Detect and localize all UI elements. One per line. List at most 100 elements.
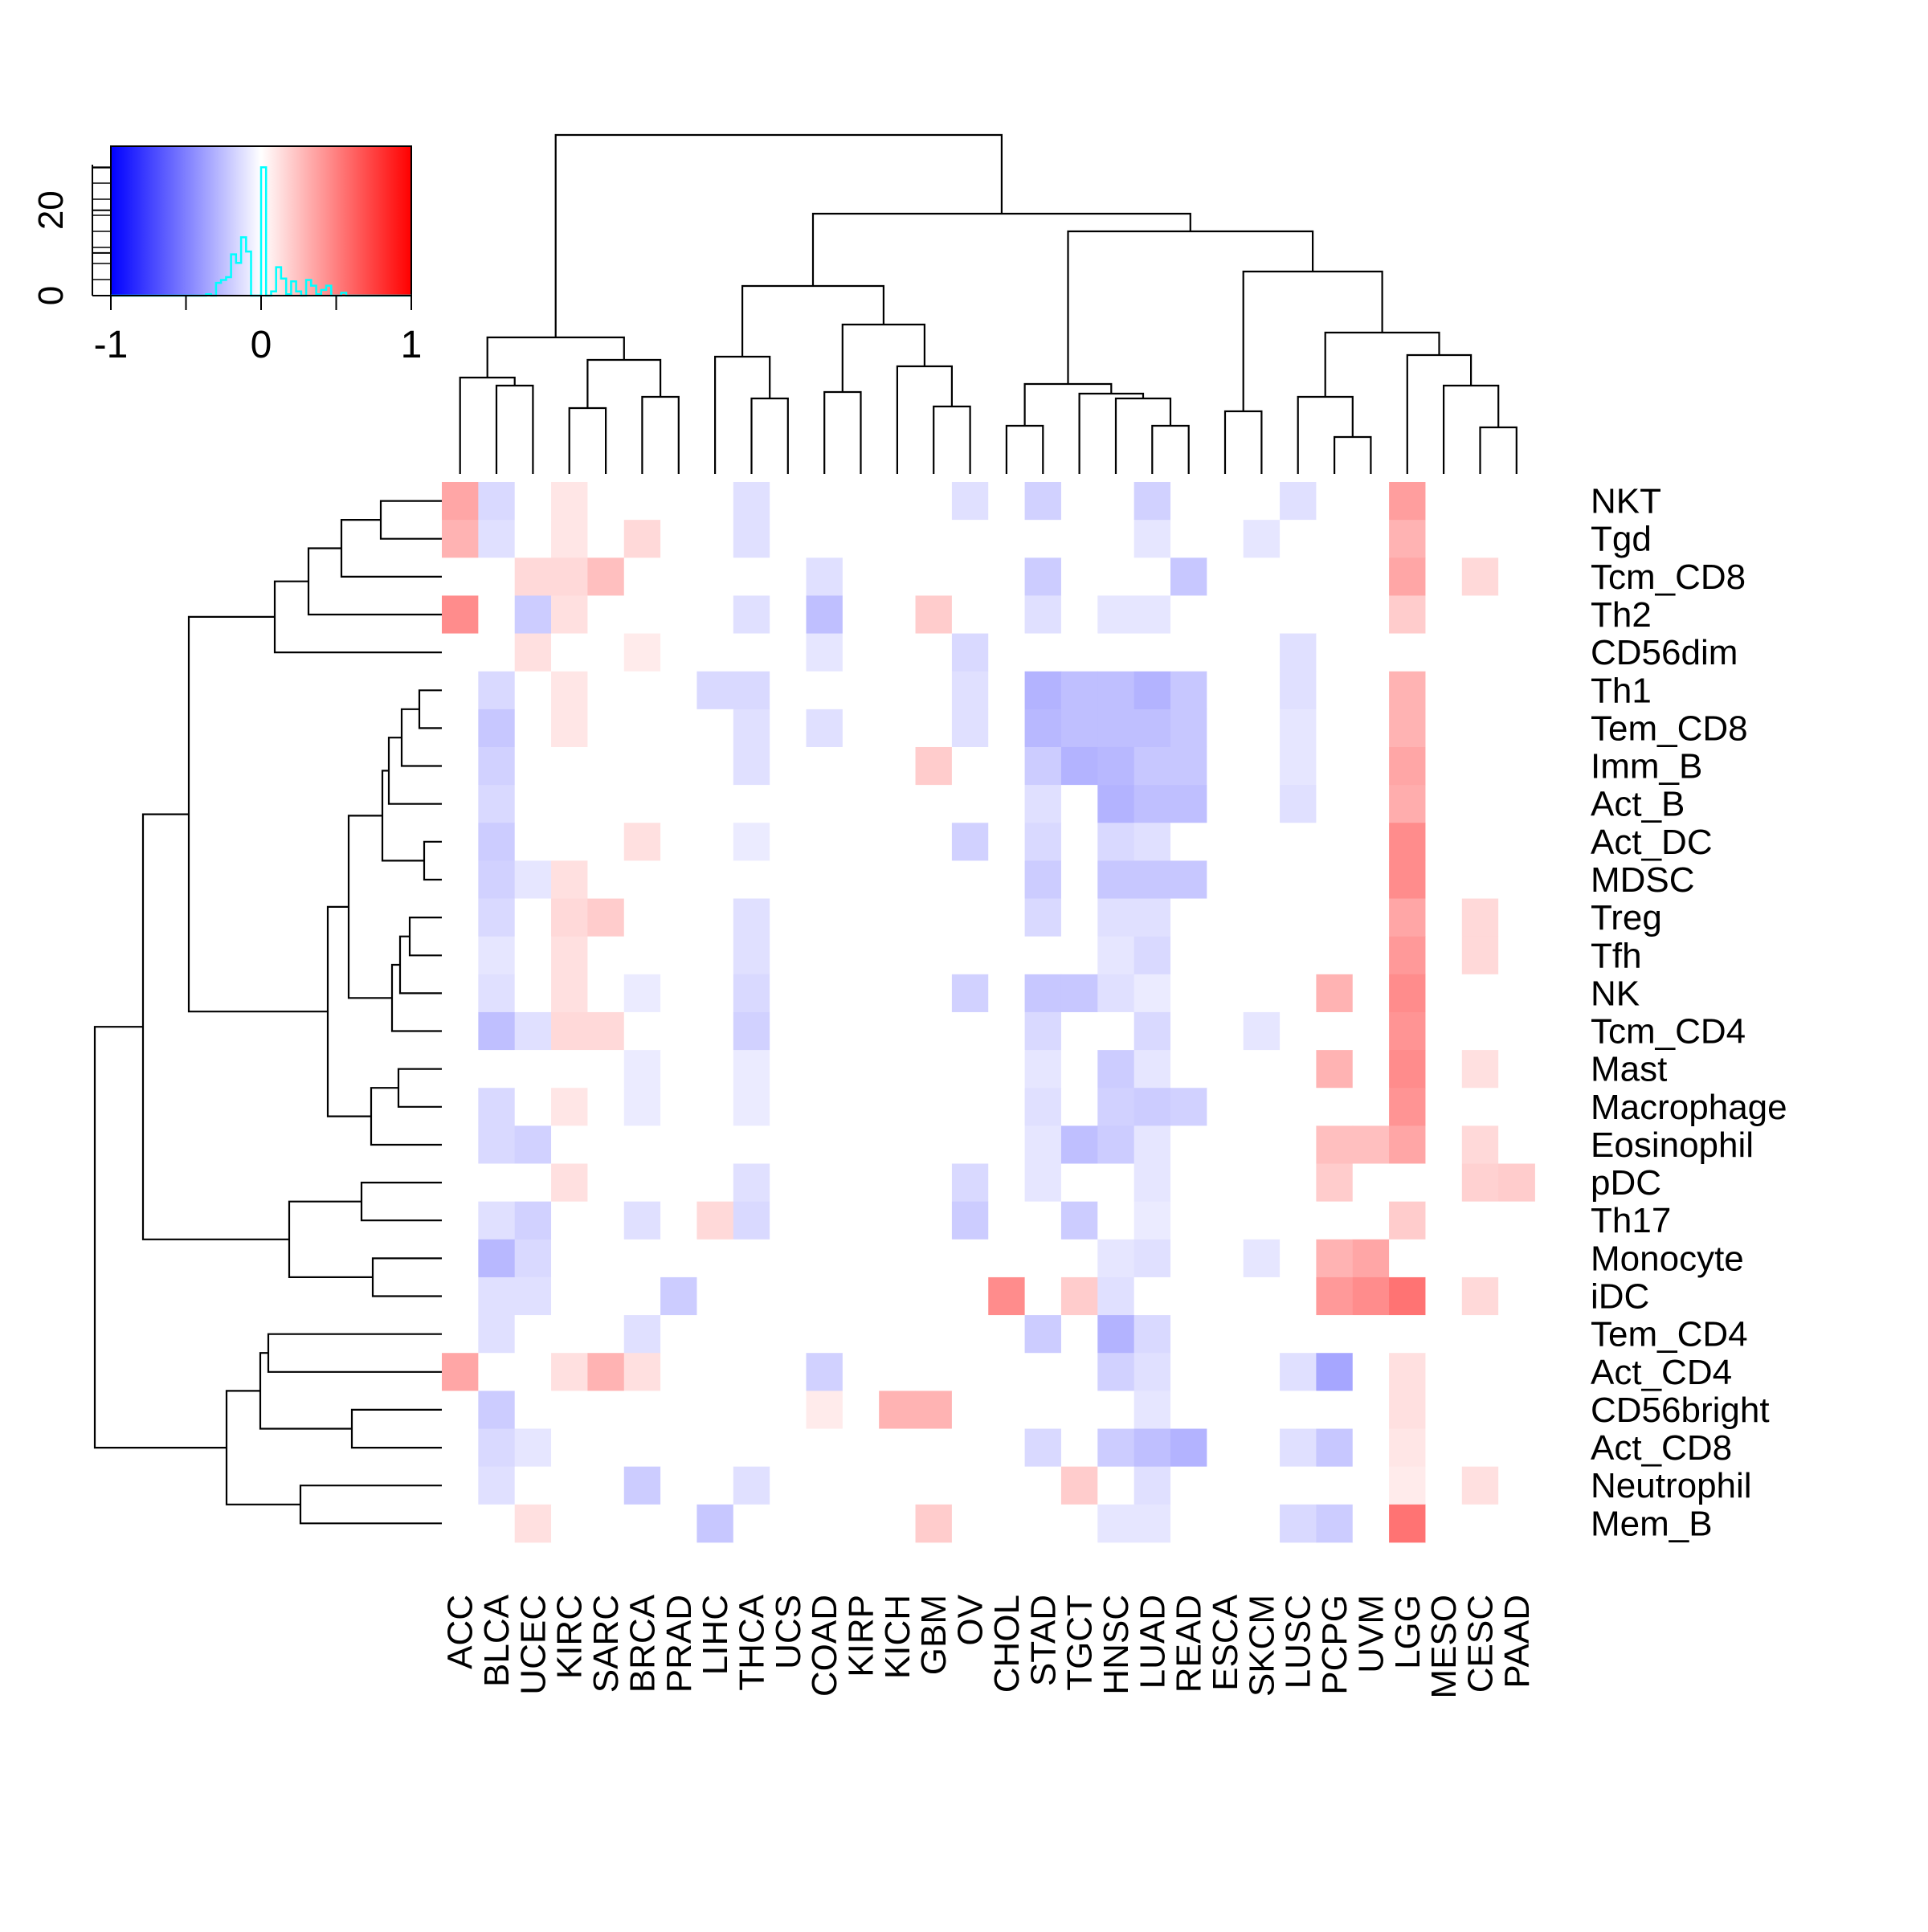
heatmap-cell xyxy=(770,1391,807,1429)
dendrogram-branch xyxy=(586,358,662,408)
heatmap-cell xyxy=(770,1276,807,1316)
heatmap-cell xyxy=(1461,785,1499,823)
heatmap-cell xyxy=(660,974,697,1013)
heatmap-cell xyxy=(1280,595,1317,634)
heatmap-cell xyxy=(733,1428,770,1468)
heatmap-cell xyxy=(442,595,479,634)
heatmap-cell xyxy=(478,633,516,672)
heatmap-cell xyxy=(478,1088,516,1126)
heatmap-cell xyxy=(1024,1466,1062,1505)
heatmap-cell xyxy=(842,1011,880,1051)
heatmap-cell xyxy=(587,746,625,786)
dendrogram-branch xyxy=(379,500,442,540)
heatmap-cell xyxy=(1170,1050,1207,1089)
heatmap-cell xyxy=(915,823,953,861)
heatmap-cell xyxy=(842,746,880,786)
heatmap-cell xyxy=(1389,1125,1426,1164)
heatmap-cell xyxy=(770,595,807,634)
heatmap-cell xyxy=(1316,1163,1354,1203)
heatmap-cell xyxy=(1316,785,1354,823)
heatmap-cell xyxy=(1207,633,1244,672)
heatmap-cell xyxy=(442,785,479,823)
heatmap-cell xyxy=(1316,1353,1354,1391)
column-label: KIRP xyxy=(842,1595,881,1677)
heatmap-cell xyxy=(587,1466,625,1505)
heatmap-cell xyxy=(842,785,880,823)
heatmap-cell xyxy=(879,1391,916,1429)
heatmap-cell xyxy=(1316,520,1354,558)
heatmap-cell xyxy=(1207,482,1244,521)
heatmap-cell xyxy=(733,1391,770,1429)
heatmap-cell xyxy=(988,1466,1025,1505)
heatmap-cell xyxy=(879,482,916,521)
heatmap-cell xyxy=(587,936,625,975)
heatmap-cell xyxy=(842,1315,880,1354)
heatmap-cell xyxy=(1243,746,1281,786)
heatmap-cell xyxy=(442,1353,479,1391)
heatmap-cell xyxy=(478,1315,516,1354)
heatmap-cell xyxy=(1134,1163,1171,1203)
heatmap-cell xyxy=(1024,558,1062,596)
heatmap-cell xyxy=(1060,1315,1098,1354)
heatmap-cell xyxy=(733,520,770,558)
heatmap-cell xyxy=(988,1315,1025,1354)
column-label: UVM xyxy=(1351,1595,1391,1673)
row-label: NKT xyxy=(1591,482,1661,521)
heatmap-cell xyxy=(696,936,734,975)
row-label: NK xyxy=(1591,974,1640,1013)
heatmap-cell xyxy=(478,595,516,634)
heatmap-cell xyxy=(1498,1050,1535,1089)
heatmap-cell xyxy=(951,1391,989,1429)
column-label: GBM xyxy=(914,1595,954,1675)
row-label: CD56bright xyxy=(1591,1391,1770,1430)
heatmap-cell xyxy=(733,974,770,1013)
heatmap-cell xyxy=(1352,936,1390,975)
heatmap-cell xyxy=(1207,1239,1244,1278)
dendrogram-branch xyxy=(933,405,971,474)
row-label: Tcm_CD8 xyxy=(1591,558,1746,597)
column-label: KIRC xyxy=(550,1595,590,1679)
heatmap-cell xyxy=(1060,1125,1098,1164)
column-label: LUSC xyxy=(1279,1595,1318,1689)
heatmap-cell xyxy=(551,1050,588,1089)
heatmap-cell xyxy=(1170,823,1207,861)
heatmap-cell xyxy=(733,1239,770,1278)
heatmap-cell xyxy=(1498,936,1535,975)
dendrogram-branch xyxy=(554,133,1003,337)
heatmap-cell xyxy=(696,558,734,596)
heatmap-cell xyxy=(1280,1050,1317,1089)
heatmap-cell xyxy=(514,1391,552,1429)
heatmap-cell xyxy=(879,823,916,861)
heatmap-cell xyxy=(1352,1239,1390,1278)
heatmap-cell xyxy=(1060,1201,1098,1240)
heatmap-cell xyxy=(1170,520,1207,558)
heatmap-cell xyxy=(696,1391,734,1429)
row-label: Eosinophil xyxy=(1591,1125,1754,1165)
heatmap-cell xyxy=(587,558,625,596)
heatmap-cell xyxy=(1461,1239,1499,1278)
heatmap-cell xyxy=(806,1011,844,1051)
column-label: CESC xyxy=(1461,1595,1501,1693)
heatmap-cell xyxy=(660,595,697,634)
heatmap-cell xyxy=(1461,1428,1499,1468)
heatmap-cell xyxy=(1243,595,1281,634)
dendrogram-branch xyxy=(750,397,789,474)
heatmap-cell xyxy=(988,595,1025,634)
heatmap-cell xyxy=(1498,860,1535,899)
heatmap-cell xyxy=(1280,785,1317,823)
heatmap-cell xyxy=(951,520,989,558)
heatmap-cell xyxy=(842,1504,880,1543)
heatmap-cell xyxy=(623,1088,661,1126)
dendrogram-branch xyxy=(1078,392,1145,474)
heatmap-cell xyxy=(1461,558,1499,596)
heatmap-cell xyxy=(1461,1125,1499,1164)
heatmap-cell xyxy=(1316,823,1354,861)
heatmap-cell xyxy=(1280,1353,1317,1391)
heatmap-cell xyxy=(1207,898,1244,937)
heatmap-cell xyxy=(1170,746,1207,786)
heatmap-cell xyxy=(806,1125,844,1164)
heatmap-cell xyxy=(1024,1428,1062,1468)
heatmap-cell xyxy=(696,746,734,786)
dendrogram-branch xyxy=(370,1087,442,1146)
heatmap-cell xyxy=(770,1050,807,1089)
